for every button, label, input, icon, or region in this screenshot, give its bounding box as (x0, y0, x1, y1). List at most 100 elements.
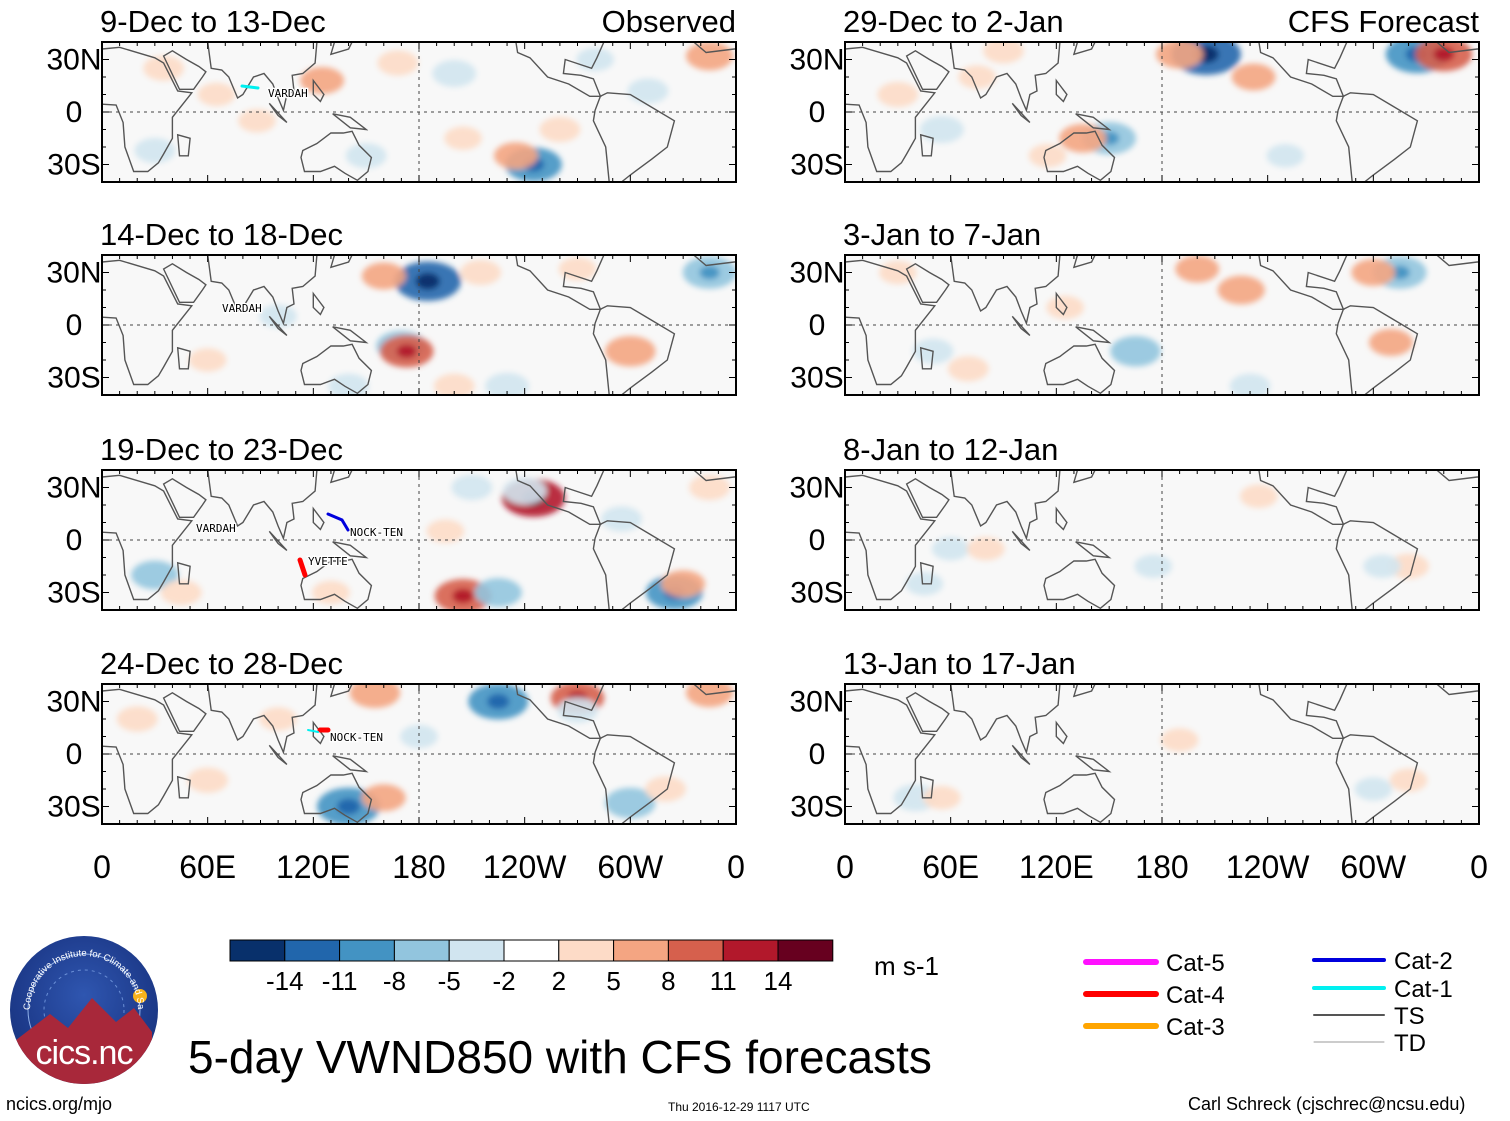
colorbar-swatch (613, 939, 669, 962)
coastline (845, 688, 937, 815)
anomaly-blob (879, 260, 917, 285)
anomaly-core (452, 588, 474, 604)
y-tick-label: 30S (47, 791, 100, 824)
coastline (905, 262, 950, 303)
coastline (1072, 42, 1096, 56)
coastline (919, 561, 934, 585)
y-tick-label: 30S (790, 149, 843, 182)
panel-title: 14-Dec to 18-Dec (100, 217, 343, 252)
cics-logo: Cooperative Institute for Climate and Sa… (10, 936, 158, 1084)
anomaly-blob (558, 257, 597, 281)
anomaly-blob (432, 60, 477, 87)
anomaly-blob (1363, 554, 1401, 578)
y-tick-label: 0 (809, 524, 826, 557)
coastline (102, 688, 194, 815)
coastline (206, 42, 318, 113)
anomaly-blob (661, 570, 706, 598)
legend-label: Cat-4 (1166, 982, 1225, 1009)
y-tick-label: 0 (66, 524, 83, 557)
colorbar-swatch (448, 939, 505, 962)
anomaly-blob (188, 348, 227, 372)
anomaly-blob (1368, 329, 1413, 356)
colorbar-tick-label: 14 (764, 966, 793, 996)
anomaly-blob (1217, 275, 1265, 305)
svg-text:Cooperative Institute for Clim: Cooperative Institute for Climate and Sa… (10, 936, 146, 1010)
coastline (329, 470, 353, 484)
anomaly-blob (919, 116, 964, 143)
coastline (332, 755, 369, 773)
coastline (1011, 102, 1031, 124)
colorbar-swatch (339, 939, 395, 962)
unit-label: m s-1 (874, 951, 939, 981)
y-tick-label: 0 (809, 738, 826, 771)
column-header: CFS Forecast (1288, 4, 1480, 39)
map-panel: 30N 0 30S 8-Jan to 12-Jan (789, 432, 1480, 611)
map-panel: 30N 0 30S 3-Jan to 7-Jan (789, 217, 1480, 396)
coastline (176, 133, 191, 157)
coastline (312, 78, 325, 103)
anomaly-core (396, 344, 417, 359)
coastline (1055, 291, 1068, 316)
storm-track (297, 557, 308, 578)
panel-title: 29-Dec to 2-Jan (843, 4, 1064, 39)
legend-label: Cat-5 (1166, 950, 1225, 977)
y-tick-label: 30N (789, 257, 844, 290)
anomaly-blob (983, 42, 1024, 64)
y-tick-label: 30N (46, 44, 101, 77)
anomaly-blob (426, 519, 465, 543)
coastline (176, 561, 191, 585)
coastline (300, 343, 373, 395)
y-tick-label: 30N (789, 472, 844, 505)
anomaly-blob (361, 784, 406, 812)
coastline (1011, 530, 1031, 552)
x-tick-label: 120E (1019, 849, 1094, 885)
coastline (312, 291, 325, 316)
coastline (332, 326, 369, 344)
storm-label: NOCK-TEN (330, 731, 383, 744)
anomaly-blob (1134, 554, 1172, 578)
coastline (332, 541, 369, 559)
x-tick-label: 120W (483, 849, 567, 885)
panel-title: 3-Jan to 7-Jan (843, 217, 1041, 252)
anomaly-blob (1110, 335, 1161, 367)
coastline (1258, 255, 1348, 310)
coastline (268, 530, 288, 552)
y-tick-label: 30N (46, 472, 101, 505)
anomaly-blob (160, 579, 202, 606)
anomaly-blob (485, 372, 530, 395)
anomaly-blob (1229, 373, 1271, 395)
anomaly-blob (1160, 728, 1199, 752)
storm-label: VARDAH (222, 302, 262, 315)
logo-text: cics.nc (35, 1034, 134, 1072)
colorbar-tick-label: 8 (661, 966, 675, 996)
x-tick-label: 0 (1470, 849, 1488, 885)
colorbar-swatch (393, 939, 450, 962)
coastline (1258, 684, 1348, 739)
storm-label: NOCK-TEN (350, 526, 403, 539)
coastline (1072, 470, 1096, 484)
colorbar-swatch (722, 939, 779, 962)
coastline (332, 113, 369, 131)
coastline (312, 506, 325, 531)
anomaly-blob (197, 82, 236, 107)
anomaly-blob (474, 578, 522, 607)
colorbar-swatch (503, 939, 560, 962)
anomaly-blob (143, 55, 185, 81)
anomaly-blob (1046, 295, 1084, 320)
anomaly-blob (349, 684, 401, 709)
anomaly-blob (131, 560, 179, 590)
x-tick-label: 60E (922, 849, 979, 885)
anomaly-core (1433, 47, 1455, 62)
y-tick-label: 30S (47, 577, 100, 610)
legend-label: TS (1394, 1003, 1425, 1030)
colorbar-tick-label: 11 (710, 966, 737, 996)
coastline (1043, 772, 1116, 824)
coastline (1335, 305, 1419, 395)
anomaly-core (699, 265, 720, 280)
y-tick-label: 30N (789, 686, 844, 719)
panel-title: 24-Dec to 28-Dec (100, 646, 343, 681)
map-panel: 30N 0 30S 9-Dec to 13-Dec Observed VARDAH (46, 4, 737, 183)
footer-url: ncics.org/mjo (6, 1094, 113, 1114)
coastline (919, 346, 934, 370)
coastline (102, 474, 194, 601)
